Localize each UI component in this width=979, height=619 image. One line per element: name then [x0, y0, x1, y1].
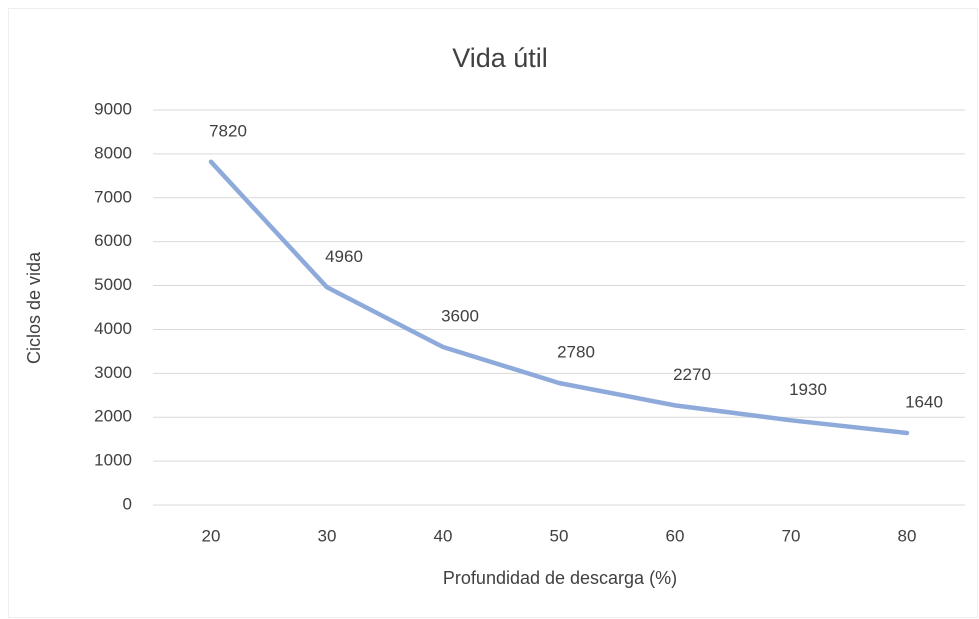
x-tick-label: 60: [666, 526, 685, 545]
y-tick-label: 5000: [94, 275, 132, 294]
data-label: 1640: [905, 393, 943, 412]
data-label: 3600: [441, 306, 479, 325]
y-tick-label: 7000: [94, 187, 132, 206]
data-label: 2270: [673, 365, 711, 384]
data-label: 7820: [209, 121, 247, 140]
x-tick-label: 80: [898, 526, 917, 545]
y-tick-label: 3000: [94, 363, 132, 382]
data-label: 4960: [325, 247, 363, 266]
y-tick-label: 8000: [94, 143, 132, 162]
data-label: 2780: [557, 342, 595, 361]
x-axis-label: Profundidad de descarga (%): [443, 568, 677, 588]
y-tick-label: 9000: [94, 99, 132, 118]
x-tick-label: 40: [434, 526, 453, 545]
y-tick-label: 1000: [94, 451, 132, 470]
y-tick-label: 2000: [94, 407, 132, 426]
chart-title: Vida útil: [452, 43, 548, 73]
x-tick-label: 70: [782, 526, 801, 545]
y-tick-label: 4000: [94, 319, 132, 338]
chart-border: [8, 8, 978, 618]
x-tick-label: 50: [550, 526, 569, 545]
y-axis-label: Ciclos de vida: [24, 251, 44, 364]
y-tick-label: 6000: [94, 231, 132, 250]
x-tick-label: 20: [202, 526, 221, 545]
y-tick-label: 0: [123, 494, 132, 513]
x-tick-label: 30: [318, 526, 337, 545]
data-line: [208, 159, 910, 436]
data-label: 1930: [789, 380, 827, 399]
